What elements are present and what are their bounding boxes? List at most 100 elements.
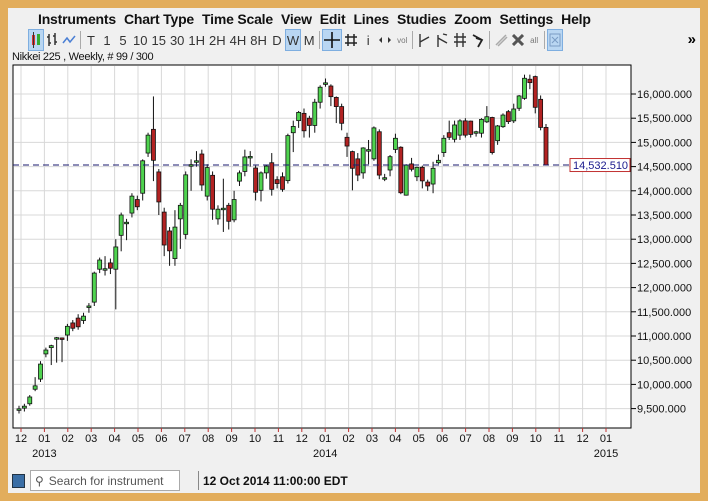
candle-body xyxy=(505,111,511,122)
timeframe-1m[interactable]: 1 xyxy=(103,32,111,48)
timeframe-30m[interactable]: 30 xyxy=(169,32,185,48)
candle-body xyxy=(457,120,463,136)
delete-all-icon: all xyxy=(530,35,539,45)
candle xyxy=(70,320,76,332)
menu-instruments[interactable]: Instruments xyxy=(38,11,116,27)
candle-body xyxy=(177,204,183,220)
color-swatch[interactable] xyxy=(12,474,25,488)
fibonacci-button[interactable] xyxy=(451,29,469,51)
candle xyxy=(242,149,248,177)
grid-button[interactable] xyxy=(342,29,360,51)
candle-body xyxy=(75,317,81,328)
ohlc-bars-icon xyxy=(47,33,57,46)
timeframe-daily[interactable]: D xyxy=(272,32,282,48)
y-tick-label: 14,500.000 xyxy=(637,162,692,174)
trend-line-button[interactable] xyxy=(415,29,433,51)
delete-all-button[interactable]: all xyxy=(526,29,542,51)
candle-body xyxy=(376,131,382,176)
candle-body xyxy=(161,211,167,246)
menu-view[interactable]: View xyxy=(280,11,312,27)
candle-body xyxy=(387,156,393,171)
candle-body xyxy=(441,137,447,153)
candle-body xyxy=(290,126,296,134)
candle xyxy=(430,161,436,194)
crosshair-button[interactable] xyxy=(322,29,343,51)
search-input[interactable]: ⚲ Search for instrument xyxy=(30,470,180,491)
info-button[interactable]: i xyxy=(366,32,370,48)
toolbar-separator xyxy=(412,31,414,49)
x-tick-label: 05 xyxy=(132,433,144,445)
candle-body xyxy=(263,165,269,174)
y-tick-label: 15,000.000 xyxy=(637,137,692,149)
line-chart-button[interactable] xyxy=(60,29,78,51)
candle xyxy=(414,166,420,182)
candle-body xyxy=(91,272,97,303)
bar-chart-button[interactable] xyxy=(44,29,60,51)
delete-button[interactable] xyxy=(510,29,526,51)
x-tick-label: 04 xyxy=(389,433,401,445)
snap-button[interactable] xyxy=(547,29,564,51)
more-tools-button[interactable]: » xyxy=(687,31,696,48)
candle-body xyxy=(108,262,113,269)
candle xyxy=(194,151,199,167)
timeframe-8h[interactable]: 8H xyxy=(250,32,267,48)
candle-body xyxy=(151,128,156,161)
menu-chart-type[interactable]: Chart Type xyxy=(123,11,195,27)
menu-edit[interactable]: Edit xyxy=(319,11,346,27)
menu-help[interactable]: Help xyxy=(561,11,591,27)
crosshair-icon xyxy=(324,32,341,48)
candlestick-chart-button[interactable] xyxy=(28,29,44,51)
candle xyxy=(59,337,65,363)
timeframe-5m[interactable]: 5 xyxy=(119,32,127,48)
arrow-line-button[interactable] xyxy=(469,29,487,51)
scroll-button[interactable] xyxy=(376,29,394,51)
candle xyxy=(409,157,414,172)
candle-body xyxy=(280,176,285,190)
volume-icon: vol xyxy=(397,35,408,45)
candle xyxy=(387,154,393,177)
x-tick-label: 05 xyxy=(413,433,425,445)
candle-body xyxy=(97,259,103,270)
menu-time-scale[interactable]: Time Scale xyxy=(202,11,273,27)
y-tick-label: 11,500.000 xyxy=(637,307,691,319)
candle-body xyxy=(522,77,527,99)
candle-body xyxy=(43,349,49,355)
candle-body xyxy=(296,111,302,122)
timeframe-tick[interactable]: T xyxy=(87,32,95,48)
candle xyxy=(452,120,457,143)
candle xyxy=(468,120,474,138)
candle xyxy=(102,256,108,276)
candle-body xyxy=(328,85,334,98)
y-tick-label: 10,000.000 xyxy=(637,379,692,391)
timeframe-1h[interactable]: 1H xyxy=(188,32,206,48)
y-tick-label: 12,000.000 xyxy=(637,283,692,295)
x-tick-label: 02 xyxy=(62,433,74,445)
ray-line-button[interactable] xyxy=(433,29,451,51)
candle-body xyxy=(479,119,484,134)
timeframe-monthly[interactable]: M xyxy=(303,32,315,48)
candle xyxy=(183,171,189,240)
menu-zoom[interactable]: Zoom xyxy=(454,11,492,27)
candle xyxy=(48,344,54,366)
candle xyxy=(457,119,463,140)
candle xyxy=(419,165,425,189)
volume-button[interactable]: vol xyxy=(394,29,410,51)
draw-button[interactable] xyxy=(492,29,510,51)
timeframe-4h[interactable]: 4H xyxy=(229,32,247,48)
candle-body xyxy=(452,124,457,140)
candle-body xyxy=(360,147,366,174)
timeframe-15m[interactable]: 15 xyxy=(151,32,166,48)
candle xyxy=(479,118,484,138)
candle-body xyxy=(59,337,65,340)
candle xyxy=(226,202,232,230)
menu-lines[interactable]: Lines xyxy=(353,11,390,27)
timeframe-2h[interactable]: 2H xyxy=(209,32,226,48)
candle xyxy=(489,116,495,155)
timeframe-10m[interactable]: 10 xyxy=(133,32,148,48)
x-tick-label: 12 xyxy=(296,433,308,445)
menu-studies[interactable]: Studies xyxy=(397,11,447,27)
timeframe-weekly[interactable]: W xyxy=(284,29,302,51)
menu-settings[interactable]: Settings xyxy=(499,11,554,27)
y-tick-label: 15,500.000 xyxy=(637,113,692,125)
